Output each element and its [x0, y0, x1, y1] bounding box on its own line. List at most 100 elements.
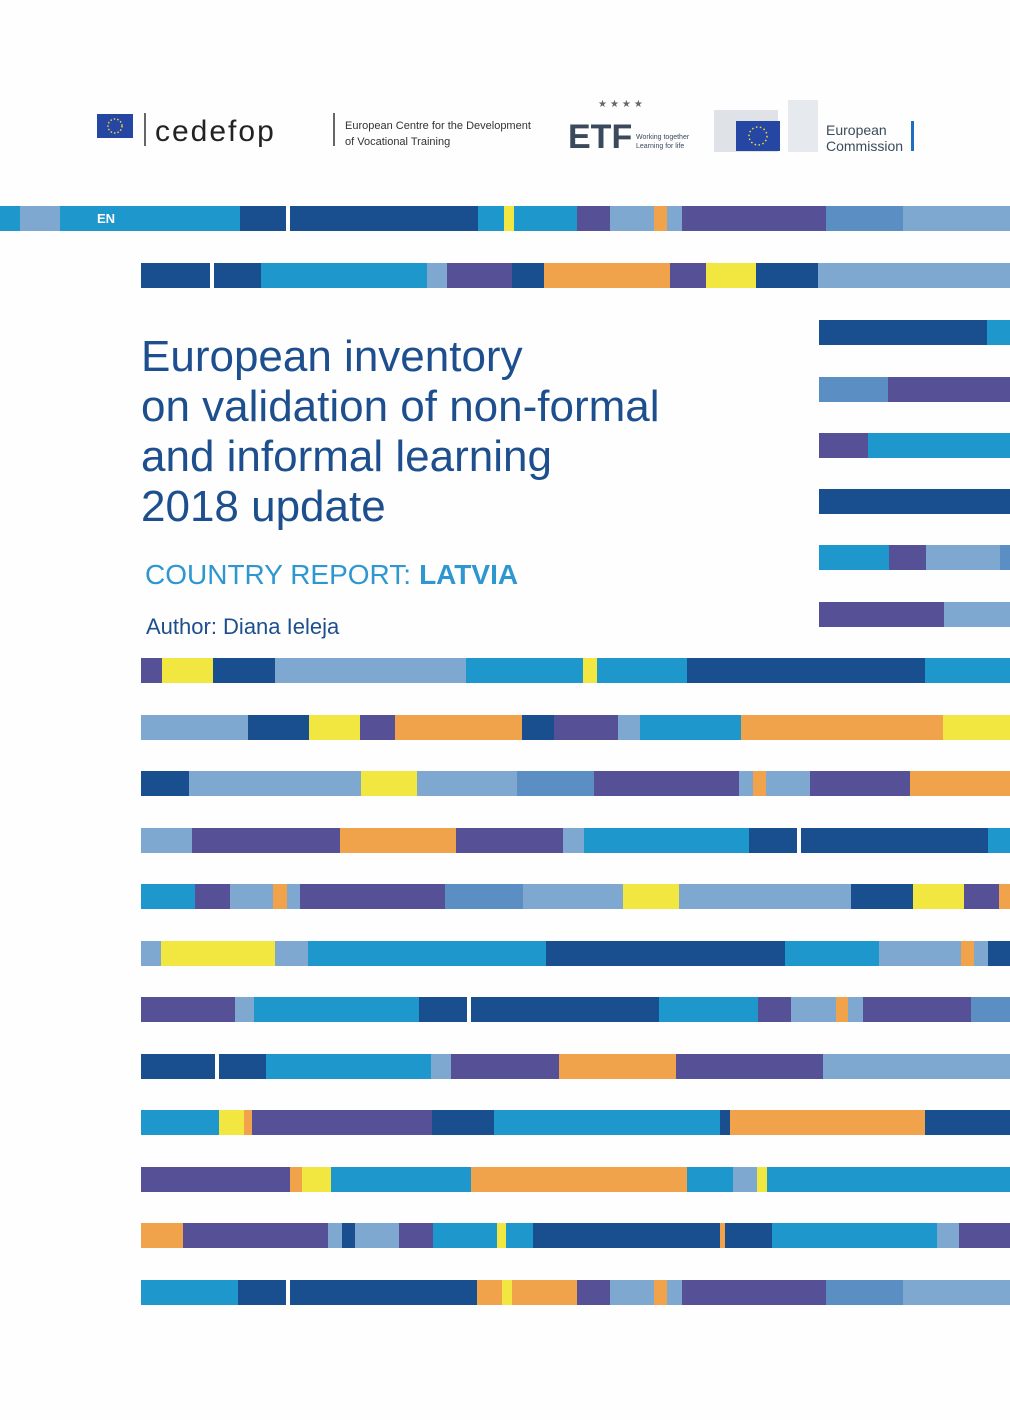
- stripe-segment: [819, 377, 888, 402]
- stripe-segment: [219, 1054, 266, 1079]
- stripe-segment: [302, 1167, 331, 1192]
- stripe-segment: [219, 1110, 244, 1135]
- stripe-segment: [974, 941, 988, 966]
- stripes: [0, 206, 1010, 1305]
- stripe-segment: [328, 1223, 342, 1248]
- stripe-segment: [183, 1223, 328, 1248]
- stripe-segment: [676, 1054, 823, 1079]
- stripe-segment: [999, 884, 1010, 909]
- stripe-segment: [522, 715, 554, 740]
- stripe-segment: [577, 1280, 610, 1305]
- stripe-segment: [471, 1167, 687, 1192]
- stripe-segment: [395, 715, 522, 740]
- stripe-segment: [266, 1054, 431, 1079]
- stripe-segment: [290, 1167, 302, 1192]
- stripe-segment: [826, 1280, 903, 1305]
- stripe-segment: [162, 658, 213, 683]
- stripe-segment: [720, 1223, 725, 1248]
- stripe-segment: [818, 263, 1010, 288]
- stripe-segment: [988, 941, 1010, 966]
- stripe-segment: [141, 1223, 183, 1248]
- stripe-segment: [679, 884, 851, 909]
- stripe-segment: [60, 206, 240, 231]
- report-label: COUNTRY REPORT:: [145, 559, 411, 590]
- stripe-segment: [445, 884, 523, 909]
- stripe-segment: [889, 545, 926, 570]
- stripe-segment: [261, 263, 427, 288]
- commission-bar: [911, 121, 914, 151]
- stripe-segment: [739, 771, 753, 796]
- cedefop-subtitle: European Centre for the Development: [345, 120, 531, 132]
- stripe-segment: [494, 1110, 720, 1135]
- stripe-segment: [756, 263, 818, 288]
- stripe-segment: [597, 658, 687, 683]
- stripe-segment: [819, 602, 944, 627]
- stripe-segment: [766, 771, 810, 796]
- author: Author: Diana Ieleja: [146, 614, 340, 639]
- stripe-segment: [141, 771, 189, 796]
- stripe-segment: [309, 715, 360, 740]
- stripe-segment: [456, 828, 563, 853]
- stripe-segment: [937, 1223, 959, 1248]
- stripe-segment: [819, 320, 987, 345]
- stripe-segment: [512, 1280, 577, 1305]
- stripe-segment: [848, 997, 863, 1022]
- eu-stars: [748, 126, 768, 146]
- country-report: COUNTRY REPORT: LATVIA: [145, 559, 518, 590]
- stripe-segment: [230, 884, 273, 909]
- stripe-segment: [308, 941, 546, 966]
- stripe-segment: [1000, 545, 1010, 570]
- stripe-segment: [20, 206, 60, 231]
- stripe-segment: [215, 1054, 219, 1079]
- stripe-segment: [687, 1167, 733, 1192]
- stripe-segment: [730, 1110, 925, 1135]
- etf-stars: ★★★★: [598, 99, 646, 110]
- stripe-segment: [275, 658, 466, 683]
- stripe-segment: [360, 715, 395, 740]
- stripe-segment: [502, 1280, 512, 1305]
- stripe-segment: [504, 206, 514, 231]
- stripe-segment: [286, 1280, 290, 1305]
- stripe-segment: [432, 1110, 494, 1135]
- stripe-segment: [517, 771, 594, 796]
- stripe-segment: [252, 1110, 432, 1135]
- stripe-segment: [361, 771, 417, 796]
- stripe-segment: [964, 884, 999, 909]
- title-line: European inventory: [141, 332, 523, 381]
- stripe-segment: [826, 206, 903, 231]
- commission-text: European: [826, 122, 887, 138]
- stripe-segment: [988, 828, 1010, 853]
- stripe-segment: [577, 206, 610, 231]
- stripe-segment: [235, 997, 254, 1022]
- building: [788, 100, 818, 152]
- stripe-segment: [331, 1167, 471, 1192]
- stripe-segment: [0, 206, 20, 231]
- stripe-segment: [583, 658, 597, 683]
- stripe-segment: [427, 263, 447, 288]
- stripe-segment: [725, 1223, 772, 1248]
- stripe-segment: [451, 1054, 559, 1079]
- stripe-segment: [749, 828, 797, 853]
- commission-text: Commission: [826, 138, 903, 154]
- stripe-segment: [141, 941, 161, 966]
- title-line: on validation of non-formal: [141, 382, 660, 431]
- stripe-segment: [419, 997, 467, 1022]
- stripe-segment: [640, 715, 741, 740]
- stripe-segment: [544, 263, 670, 288]
- stripe-segment: [767, 1167, 1010, 1192]
- title-line: and informal learning: [141, 432, 552, 481]
- stripe-segment: [753, 771, 766, 796]
- language-code: EN: [97, 211, 115, 226]
- stripe-segment: [514, 206, 577, 231]
- stripe-segment: [910, 771, 1010, 796]
- stripe-segment: [758, 997, 791, 1022]
- etf-logo: ★★★★ ETF Working together Learning for l…: [568, 99, 690, 156]
- etf-tagline: Working together: [636, 134, 690, 141]
- stripe-segment: [238, 1280, 286, 1305]
- stripe-segment: [819, 433, 868, 458]
- commission-logo: European Commission: [714, 100, 914, 154]
- stripe-segment: [275, 941, 308, 966]
- stripe-segment: [210, 263, 214, 288]
- stripe-segment: [654, 206, 667, 231]
